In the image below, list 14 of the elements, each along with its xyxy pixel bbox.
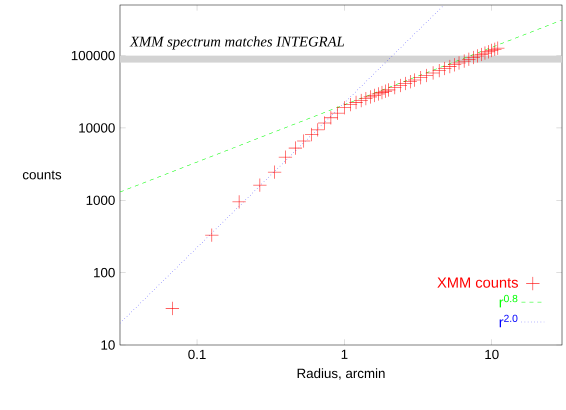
band-label: XMM spectrum matches INTEGRAL <box>130 36 344 50</box>
y-tick-label: 10000 <box>79 123 115 133</box>
legend-label: XMM counts <box>437 278 518 288</box>
x-axis-title: Radius, arcmin <box>298 368 385 380</box>
y-tick-label: 1000 <box>86 196 115 205</box>
y-tick-label: 100000 <box>72 50 115 60</box>
y-axis-title: counts <box>22 170 62 180</box>
y-tick-label: 10 <box>101 340 115 350</box>
y-tick-label: 100 <box>94 268 115 278</box>
x-tick-label: 0.1 <box>188 350 206 360</box>
x-tick-label: 10 <box>485 350 499 360</box>
legend-label: r$^{0.8}$ <box>500 294 518 308</box>
legend-label: r$^{2.0}$ <box>500 314 518 328</box>
x-tick-label: 1 <box>342 350 348 359</box>
